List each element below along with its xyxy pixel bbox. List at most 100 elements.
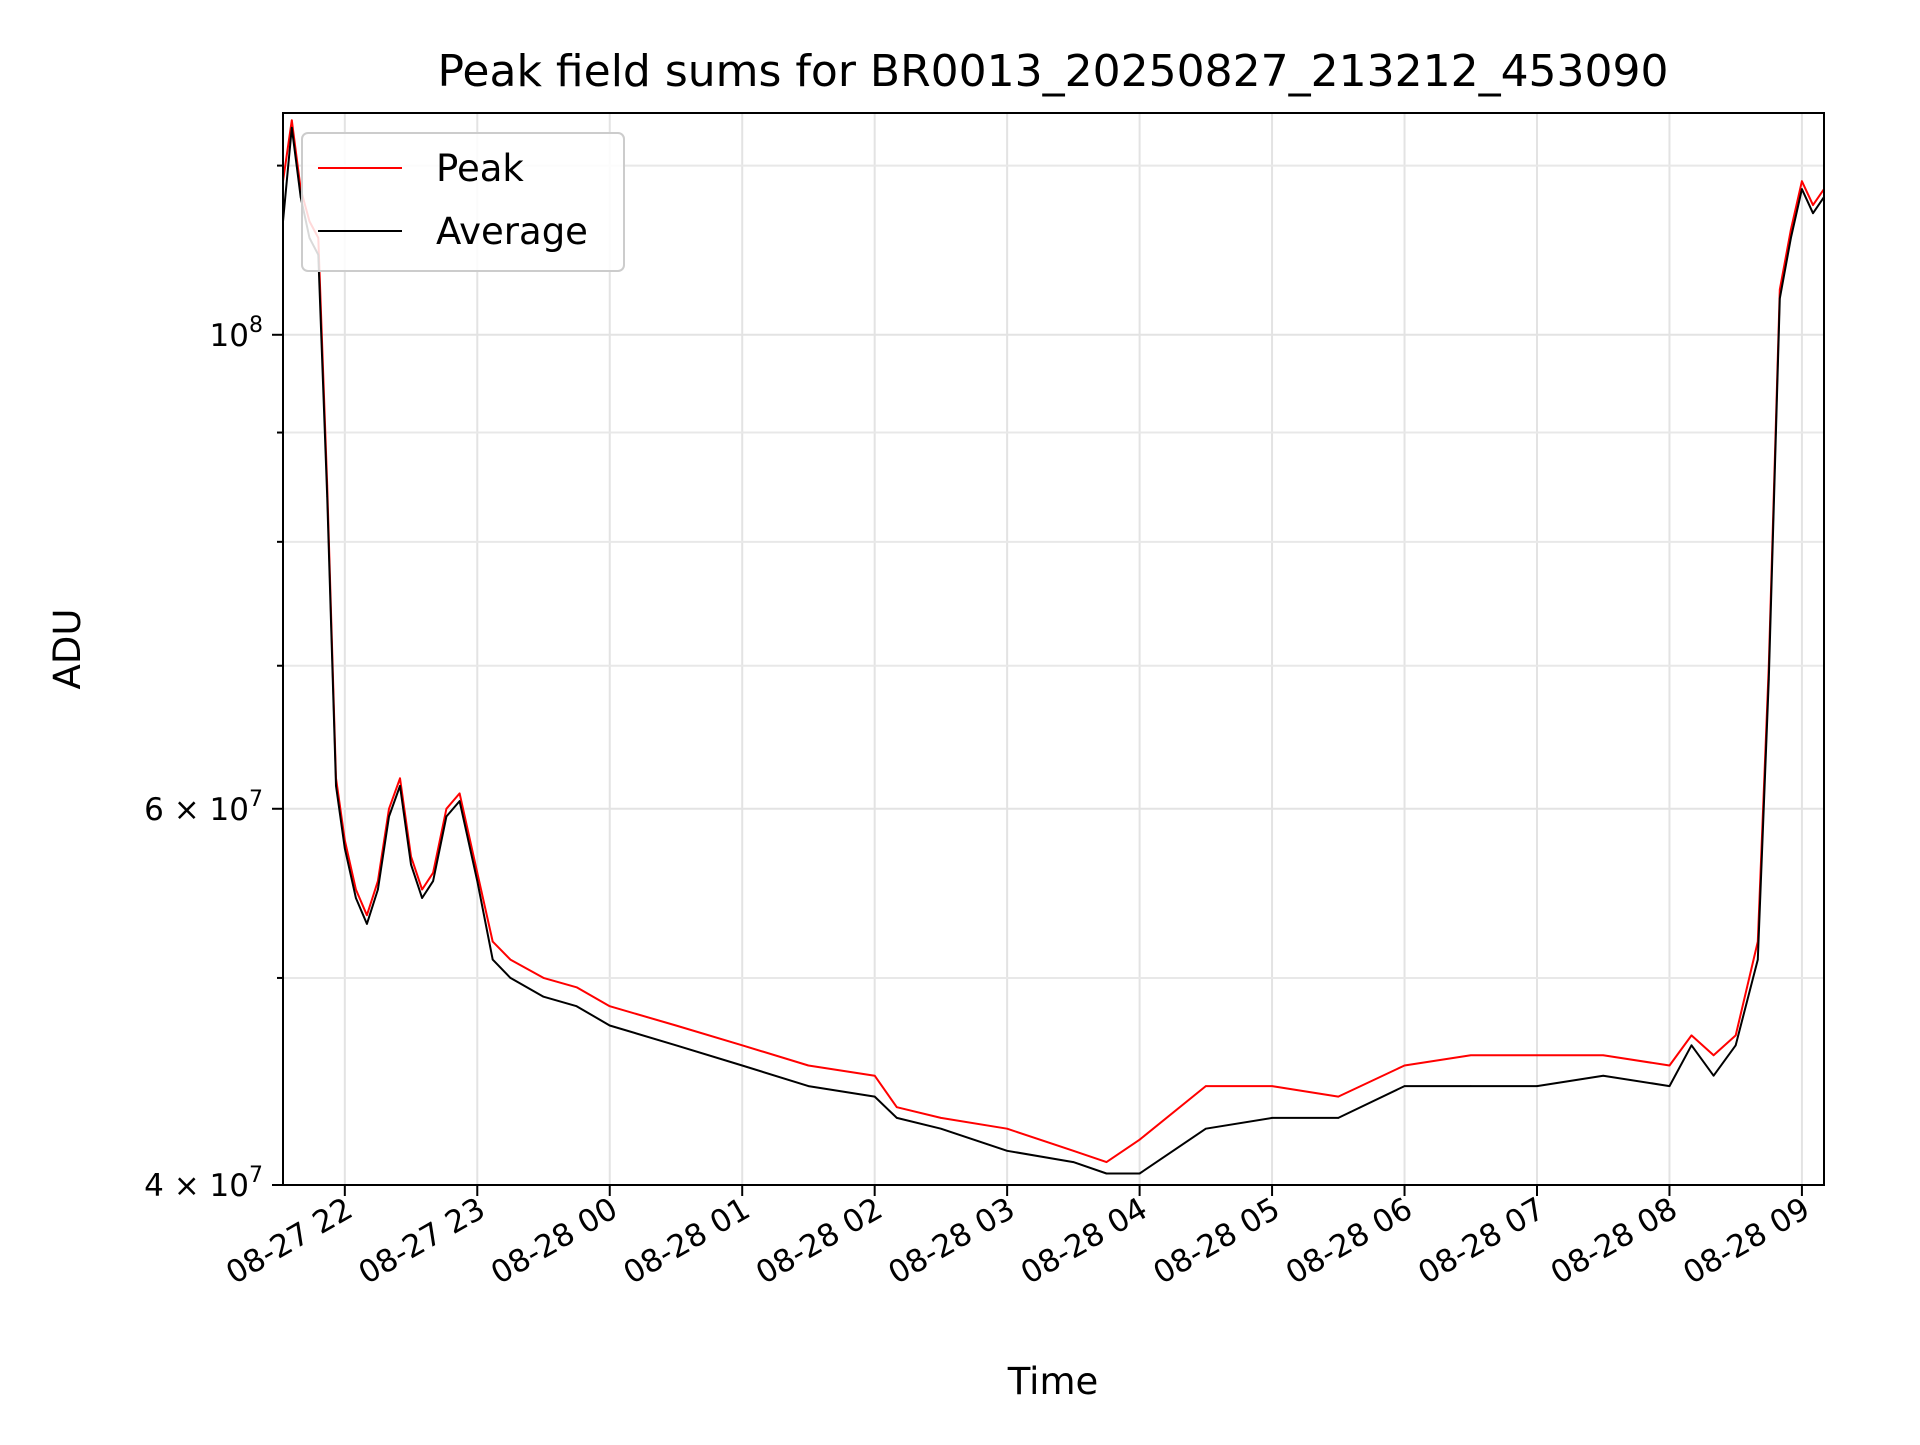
data-point-peak [399,777,401,780]
data-point-peak [1602,1054,1604,1057]
data-point-average [1403,1085,1406,1087]
data-point-peak [421,888,423,891]
chart-title: Peak field sums for BR0013_20250827_2132… [437,46,1668,97]
data-point-peak [675,1024,677,1027]
data-point-peak [807,1064,810,1067]
data-point-average [421,897,423,899]
data-point-average [542,995,545,998]
data-point-peak [1470,1054,1472,1057]
series-group [282,119,1825,1175]
data-point-average [1734,1044,1737,1047]
data-point-average [1668,1085,1671,1087]
data-point-peak [1790,228,1792,231]
data-point-average [1757,958,1759,961]
data-point-average [608,1024,611,1027]
data-point-peak [1712,1054,1715,1057]
data-point-peak [1690,1034,1693,1037]
y-tick-mantissa: 10 [210,318,249,354]
y-tick-label: 4 × 107 [144,1163,263,1204]
legend-label-peak: Peak [436,147,524,190]
data-point-peak [1105,1161,1108,1163]
data-point-average [388,815,390,818]
data-point-average [399,785,401,787]
x-axis-label: Time [1007,1360,1099,1403]
data-point-peak [1812,204,1814,206]
data-point-average [1271,1117,1273,1119]
data-point-average [291,126,293,129]
data-point-peak [575,986,578,989]
data-point-peak [1403,1064,1406,1067]
data-point-average [1337,1117,1340,1119]
data-point-average [344,847,346,850]
data-point-average [1801,188,1803,190]
data-point-average [366,923,368,925]
data-point-average [1712,1074,1715,1077]
data-point-average [873,1095,876,1098]
data-point-average [1602,1074,1604,1077]
data-point-peak [388,808,390,810]
data-point-average [1205,1127,1207,1130]
data-point-average [335,785,337,787]
data-point-average [1138,1172,1141,1175]
grid-lines [283,113,1824,1186]
data-point-average [1690,1044,1693,1047]
data-point-peak [896,1106,898,1108]
data-point-average [1812,212,1814,214]
plot-frame [282,112,1825,1186]
data-point-peak [940,1117,942,1119]
data-point-peak [366,914,368,916]
data-point-peak [1801,180,1803,182]
data-point-average [1006,1150,1008,1152]
data-point-average [476,880,479,882]
data-point-average [807,1085,810,1087]
data-point-peak [476,872,479,874]
data-point-average [410,863,412,866]
data-point-peak [1006,1127,1008,1130]
data-point-peak [1668,1064,1671,1067]
data-point-peak [1779,288,1781,291]
data-point-average [1536,1085,1538,1087]
data-point-average [1768,678,1770,680]
data-point-peak [445,808,448,810]
data-point-peak [741,1044,743,1047]
y-tick-exponent: 7 [249,787,263,812]
data-point-average [575,1005,578,1007]
data-point-peak [1271,1085,1273,1087]
data-point-average [458,800,461,802]
legend-label-average: Average [436,210,588,253]
data-point-peak [491,940,494,943]
data-point-average [940,1127,942,1130]
legend: Peak Average [301,132,625,272]
data-point-average [1105,1172,1108,1175]
y-tick-exponent: 7 [249,1163,263,1188]
data-point-peak [355,888,357,891]
y-tick-label: 6 × 107 [144,787,263,828]
data-point-peak [542,977,545,979]
data-point-average [509,977,512,979]
data-point-average [491,958,494,961]
data-point-average [445,815,448,818]
data-point-peak [1072,1150,1075,1152]
y-tick-mantissa: 6 × 10 [144,792,249,828]
data-point-peak [1205,1085,1207,1087]
series-line-peak [282,119,1825,1164]
data-point-average [326,495,329,498]
data-point-average [1470,1085,1472,1087]
data-point-average [432,880,434,882]
y-tick-exponent: 8 [249,313,263,338]
data-point-average [896,1117,898,1119]
data-point-peak [1138,1138,1141,1141]
data-point-peak [432,872,434,874]
data-point-peak [291,119,293,122]
data-point-average [675,1044,677,1047]
data-point-peak [509,958,512,961]
data-point-average [1779,297,1781,300]
data-point-average [741,1064,743,1067]
y-axis-label: ADU [46,609,89,690]
data-point-peak [1337,1095,1340,1098]
data-point-average [1790,237,1792,239]
y-tick-mantissa: 4 × 10 [144,1168,249,1204]
data-point-peak [1734,1034,1737,1037]
